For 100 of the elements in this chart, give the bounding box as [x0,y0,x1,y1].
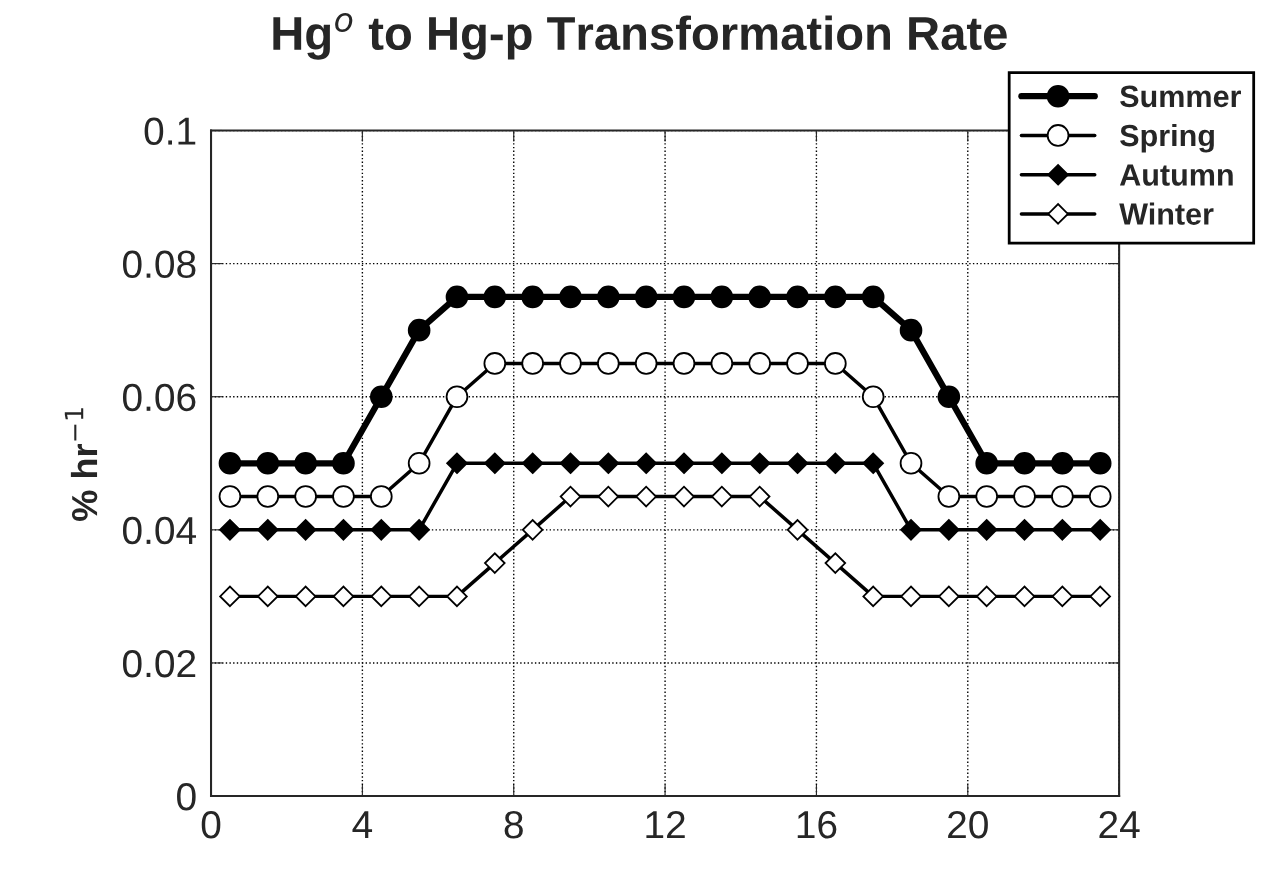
point [1051,585,1074,608]
point [748,485,771,508]
y-tick-label: 0.06 [122,383,196,412]
point [899,318,923,342]
point [521,452,544,475]
point [634,285,658,309]
point [900,519,922,541]
point [937,485,961,508]
point [1051,519,1074,541]
point [446,585,468,608]
point [824,552,847,574]
point [294,585,317,608]
point [484,452,506,475]
point [975,519,998,541]
point [294,451,317,475]
point [1089,519,1111,541]
point [1013,519,1036,541]
point [597,285,620,309]
chart-title: Hg$^{o}$ to Hg-p Transformation Rate [273,13,1007,60]
point [1088,485,1112,508]
point [938,519,960,541]
x-tick-label: 0 [201,810,221,839]
point [861,385,885,409]
point [711,485,733,508]
point [1088,451,1112,475]
point [559,485,582,508]
point [370,585,393,608]
point [256,451,280,475]
point [862,452,884,475]
y-tick-label: 0.04 [122,516,197,545]
point [369,385,393,409]
point [218,451,242,475]
point [408,519,430,541]
point [483,285,507,309]
point [1013,451,1036,475]
point [824,452,847,475]
x-tick-label: 16 [797,810,837,839]
point [332,585,355,608]
point [1013,585,1036,608]
point [407,451,431,475]
legend-label: Summer [1120,85,1241,108]
point [219,585,241,608]
point [861,285,885,309]
y-axis-title: % hr$^{−1}$ [64,408,98,521]
point [710,352,734,375]
legend-label: Winter [1119,202,1214,225]
point [635,485,657,508]
point [1051,451,1074,475]
point [597,452,620,475]
point [710,285,734,309]
x-tick-label: 12 [646,810,685,839]
point [446,452,468,475]
point [899,451,923,475]
point [257,519,279,541]
point [711,452,733,475]
y-tick-label: 0 [177,782,196,811]
point [824,352,847,375]
point [635,452,657,475]
x-tick-label: 4 [352,811,373,839]
point [332,485,355,508]
y-tick-label: 0.1 [144,117,196,145]
x-tick-label: 24 [1099,810,1140,839]
legend-label: Autumn [1119,164,1233,186]
point [332,519,355,541]
point [786,352,809,375]
point [407,318,431,342]
point [862,585,884,608]
point [975,485,999,508]
point [634,352,658,375]
y-tick-label: 0.02 [122,649,196,678]
point [445,285,469,309]
x-tick-label: 20 [948,810,988,839]
y-tick-label: 0.08 [122,250,196,279]
point [748,352,771,375]
point [369,485,393,508]
point [597,485,620,508]
point [786,452,809,475]
point [672,352,696,375]
point [786,519,809,541]
point [1089,585,1111,608]
point [559,452,582,475]
legend-label: Spring [1120,123,1214,153]
point [748,452,771,475]
point [673,485,695,508]
point [1051,485,1074,508]
point [484,552,506,574]
point [294,519,317,541]
x-tick-label: 8 [504,810,523,839]
point [748,285,771,309]
point [975,451,999,475]
point [256,485,280,508]
point [521,352,544,375]
point [219,519,241,541]
point [672,285,696,309]
point [824,285,847,309]
point [483,352,507,375]
point [218,485,242,508]
point [445,385,469,409]
point [332,451,355,475]
point [1013,485,1036,508]
